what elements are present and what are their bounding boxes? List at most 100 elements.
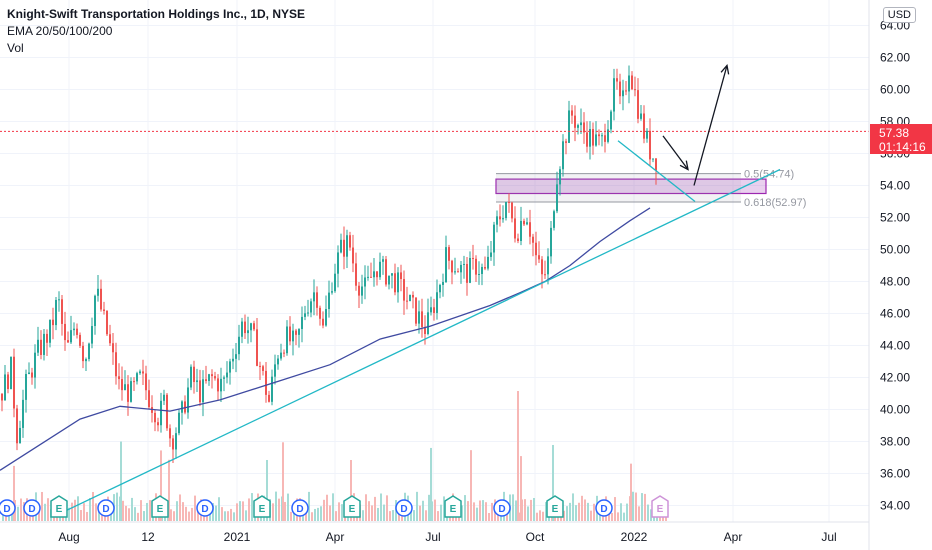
candle-body <box>28 372 30 374</box>
candle-body <box>10 356 12 390</box>
dividend-marker[interactable]: D <box>0 499 16 517</box>
trendline[interactable] <box>59 168 781 515</box>
earnings-icon <box>253 495 271 518</box>
volume-bar <box>488 512 490 521</box>
event-marker-label: D <box>600 504 607 515</box>
time-axis[interactable]: Aug 12 2021 Apr Jul Oct 2022 Apr Jul <box>58 530 836 544</box>
arrow-head <box>720 64 730 75</box>
volume-bar <box>491 502 493 521</box>
dividend-marker[interactable]: D <box>23 499 41 517</box>
candle-body <box>130 381 132 402</box>
earnings-marker[interactable]: E <box>546 495 564 518</box>
candle-body <box>451 260 453 273</box>
candle-body <box>40 339 42 355</box>
candle-body <box>532 236 534 243</box>
candle-body <box>283 352 285 354</box>
bar-countdown: 01:14:16 <box>879 140 926 154</box>
earnings-marker[interactable]: E <box>343 495 361 518</box>
dividend-marker[interactable]: D <box>97 499 115 517</box>
demand-zone[interactable] <box>495 178 767 195</box>
candle-body <box>181 401 183 413</box>
candle-body <box>235 354 237 359</box>
volume-bar <box>13 465 15 521</box>
dividend-icon <box>493 499 511 517</box>
candle-body <box>43 333 45 355</box>
arrow-line <box>662 135 689 170</box>
candle-body <box>442 282 444 285</box>
volume-bar <box>515 500 517 521</box>
candle-body <box>508 201 510 203</box>
candle-body <box>484 266 486 269</box>
time-tick-label: Aug <box>58 530 79 544</box>
candle-body <box>397 272 399 293</box>
volume-bar <box>416 491 418 521</box>
candle-body <box>529 222 531 237</box>
volume-bar <box>563 510 565 521</box>
drawing-arrows[interactable] <box>662 64 730 186</box>
volume-bar <box>233 512 235 521</box>
volume-label[interactable]: Vol <box>7 41 24 55</box>
volume-bar <box>182 502 184 521</box>
volume-bar <box>650 509 652 521</box>
candle-body <box>277 358 279 365</box>
earnings-marker[interactable]: E <box>253 495 271 518</box>
candle-body <box>103 309 105 312</box>
candle-body <box>361 286 363 296</box>
time-tick-label: 2021 <box>224 530 251 544</box>
earnings-marker[interactable]: E <box>444 495 462 518</box>
event-marker-label: D <box>400 504 407 515</box>
candle-body <box>154 412 156 423</box>
currency-button[interactable]: USD <box>882 7 916 23</box>
volume-bar <box>326 494 328 521</box>
symbol-title[interactable]: Knight-Swift Transportation Holdings Inc… <box>7 7 306 21</box>
candle-body <box>391 273 393 276</box>
volume-bar <box>473 502 475 521</box>
trendline-short[interactable] <box>617 140 696 203</box>
dividend-marker[interactable]: D <box>395 499 413 517</box>
candle-body <box>643 113 645 139</box>
volume-bar <box>341 504 343 521</box>
candle-body <box>628 75 630 92</box>
earnings-marker[interactable]: E <box>651 495 669 518</box>
volume-bar <box>317 507 319 521</box>
candle-body <box>79 334 81 346</box>
fibonacci-levels[interactable]: 0.5(54.74)0.618(52.97) <box>496 169 806 209</box>
candle-body <box>388 275 390 285</box>
dividend-marker[interactable]: D <box>493 499 511 517</box>
volume-bar <box>230 508 232 521</box>
volume-bar <box>530 499 532 521</box>
price-tick-label: 50.00 <box>880 243 910 257</box>
candle-body <box>4 374 6 401</box>
candle-body <box>196 380 198 383</box>
dividend-marker[interactable]: D <box>595 499 613 517</box>
volume-bar <box>134 507 136 521</box>
candle-body <box>310 301 312 313</box>
candle-body <box>106 311 108 335</box>
price-axis[interactable]: 34.00 36.00 38.00 40.00 42.00 44.00 46.00 48.00… <box>880 19 910 513</box>
event-marker-label: E <box>450 504 457 515</box>
indicator-label[interactable]: EMA 20/50/100/200 <box>7 24 113 38</box>
earnings-marker[interactable]: E <box>50 495 68 518</box>
candle-body <box>364 277 366 287</box>
candle-body <box>97 288 99 296</box>
candle-body <box>493 224 495 253</box>
volume-bar <box>80 510 82 521</box>
candle-body <box>601 135 603 137</box>
candle-body <box>367 276 369 278</box>
candle-body <box>376 271 378 278</box>
earnings-marker[interactable]: E <box>151 495 169 518</box>
candle-body <box>430 307 432 313</box>
candle-body <box>58 299 60 301</box>
dividend-marker[interactable]: D <box>196 499 214 517</box>
candle-body <box>82 345 84 362</box>
candle-body <box>121 379 123 391</box>
event-marker-label: E <box>657 504 664 515</box>
chart-legend: Knight-Swift Transportation Holdings Inc… <box>7 6 305 57</box>
event-marker-label: E <box>56 504 63 515</box>
candle-body <box>160 400 162 426</box>
volume-bar <box>308 491 310 521</box>
dividend-marker[interactable]: D <box>291 499 309 517</box>
candle-body <box>457 271 459 273</box>
